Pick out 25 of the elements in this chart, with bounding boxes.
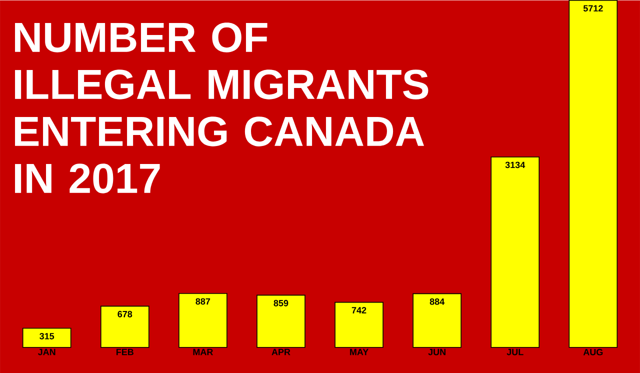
bar — [334, 302, 384, 348]
bar — [100, 306, 150, 348]
x-tick-label: MAR — [193, 348, 213, 355]
data-label: 678 — [118, 310, 132, 318]
data-label: 859 — [274, 300, 288, 306]
bar — [490, 156, 540, 348]
data-label: 3134 — [505, 162, 526, 168]
text: NUMBER OF ILLEGAL MIGRANTS ENTERING CANADA IN 2017 — [15, 22, 428, 194]
x-tick-label: JUL — [506, 348, 524, 356]
x-tick-label: JUN — [428, 348, 446, 356]
x-tick-label: MAY — [350, 348, 368, 355]
data-label: 315 — [40, 332, 54, 340]
bar — [412, 293, 462, 348]
x-tick-label: JAN — [38, 348, 56, 356]
bar — [568, 0, 618, 348]
data-label: 884 — [430, 298, 445, 305]
x-tick-label: AUG — [583, 348, 603, 356]
data-label: 887 — [196, 298, 210, 304]
x-tick-label: APR — [272, 348, 290, 355]
bar — [178, 292, 228, 348]
bar — [256, 294, 306, 348]
bar — [22, 328, 72, 348]
data-label: 742 — [352, 306, 366, 314]
x-tick-label: FEB — [116, 348, 134, 355]
data-label: 5712 — [583, 4, 603, 12]
